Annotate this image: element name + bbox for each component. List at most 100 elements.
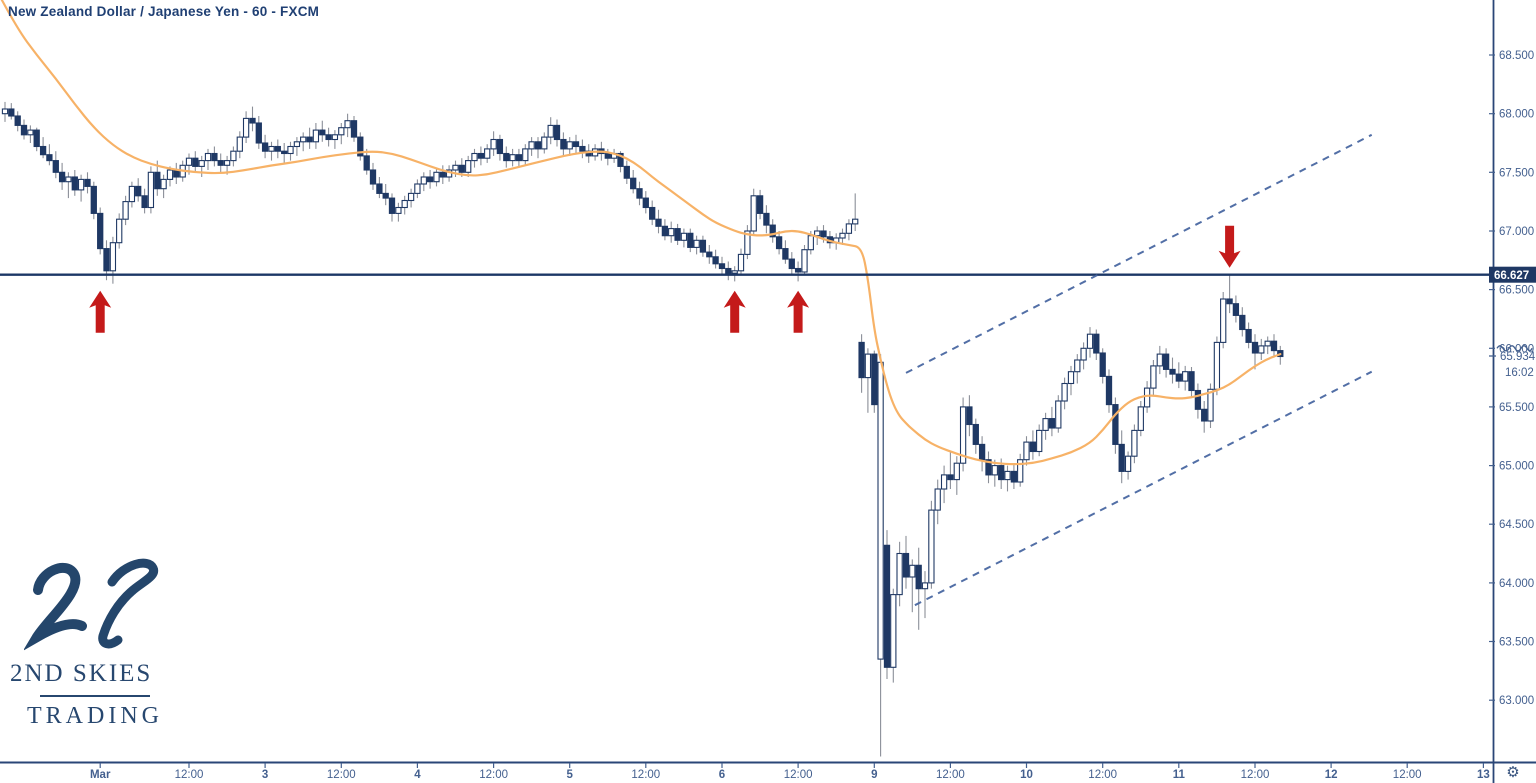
candle xyxy=(52,160,59,173)
candle xyxy=(649,206,656,220)
signal-arrows[interactable] xyxy=(89,225,1241,333)
candle xyxy=(769,224,776,238)
candle xyxy=(1105,375,1113,406)
candle xyxy=(312,129,320,143)
time-tick-label: 12 xyxy=(1325,769,1338,781)
candle xyxy=(509,154,516,162)
candle xyxy=(268,145,275,152)
candle xyxy=(814,230,821,237)
chart-symbol-title[interactable]: New Zealand Dollar / Japanese Yen - 60 -… xyxy=(8,4,320,19)
candle xyxy=(122,201,129,220)
candle xyxy=(623,165,630,179)
time-tick-label: 6 xyxy=(719,769,725,781)
candle xyxy=(331,134,339,141)
candle xyxy=(534,141,542,150)
candle xyxy=(426,176,434,183)
candle xyxy=(1258,345,1265,354)
candle xyxy=(579,145,586,152)
time-tick-label: 9 xyxy=(871,769,877,781)
candle xyxy=(1131,429,1138,457)
price-axis[interactable]: 68.50068.00067.50067.00066.50066.00065.5… xyxy=(1489,50,1536,707)
candle xyxy=(1086,333,1094,349)
candle xyxy=(1251,341,1259,354)
candles-layer xyxy=(1,101,1284,757)
candle xyxy=(27,129,34,136)
candle xyxy=(1239,314,1246,331)
candle xyxy=(407,192,415,202)
candle xyxy=(14,115,21,126)
candle xyxy=(503,152,510,162)
candle xyxy=(655,218,662,227)
candle xyxy=(801,249,808,273)
candle xyxy=(896,552,903,596)
candle xyxy=(1055,400,1062,429)
candle xyxy=(845,223,853,234)
candle xyxy=(731,270,738,274)
candle xyxy=(84,178,91,187)
candle xyxy=(947,474,954,481)
candle xyxy=(775,236,783,250)
time-tick-label: 12:00 xyxy=(631,769,660,781)
candle xyxy=(471,152,478,162)
candle xyxy=(420,176,427,185)
candle xyxy=(794,267,802,273)
moving-average-line[interactable] xyxy=(0,0,1282,466)
candle xyxy=(725,267,732,274)
candle xyxy=(97,212,104,250)
candle xyxy=(528,141,535,150)
candle xyxy=(915,564,922,590)
up-arrow-icon xyxy=(723,290,746,333)
time-axis[interactable]: Mar 12:00 3 12:00 4 12:00 5 12:00 6 12:00 9 12:00 10… xyxy=(90,763,1490,781)
candle xyxy=(109,242,117,272)
gear-icon[interactable]: ⚙ xyxy=(1506,764,1519,781)
candle xyxy=(382,192,389,199)
candle xyxy=(706,251,713,258)
candle xyxy=(414,183,421,194)
candle xyxy=(261,142,269,152)
candle xyxy=(1118,443,1125,472)
candle xyxy=(1175,373,1182,382)
candle xyxy=(160,178,167,190)
candle xyxy=(668,228,675,237)
candle xyxy=(553,124,561,141)
candle xyxy=(484,148,491,159)
candle xyxy=(1137,406,1144,431)
time-axis-bg xyxy=(0,763,1536,783)
time-tick-label: 12:00 xyxy=(1088,769,1117,781)
candle xyxy=(630,177,637,190)
candle xyxy=(566,141,573,150)
candle xyxy=(699,239,707,253)
candle xyxy=(1061,382,1068,402)
candle xyxy=(820,230,827,238)
candle xyxy=(712,256,719,265)
last-price-label: 65.934 xyxy=(1500,351,1536,363)
trend-channel[interactable] xyxy=(905,133,1373,607)
svg-text:66.627: 66.627 xyxy=(1494,270,1529,282)
candle xyxy=(1093,333,1100,354)
candle xyxy=(388,197,396,214)
candle xyxy=(395,206,402,214)
candle xyxy=(680,232,688,241)
candle xyxy=(242,117,250,138)
time-tick-label: 3 xyxy=(262,769,268,781)
candle xyxy=(319,129,326,136)
candle xyxy=(1036,429,1043,453)
time-tick-label: 11 xyxy=(1173,769,1186,781)
candle xyxy=(128,185,136,203)
candle xyxy=(1226,298,1233,305)
candle xyxy=(71,176,78,191)
crossed-label-squiggle xyxy=(1496,345,1533,352)
candle xyxy=(1169,368,1176,375)
candle xyxy=(750,195,757,232)
candle xyxy=(560,138,567,150)
candle xyxy=(496,138,504,155)
candle xyxy=(1010,470,1018,483)
candle xyxy=(604,152,611,159)
time-tick-label: 12:00 xyxy=(936,769,965,781)
candle xyxy=(147,171,155,209)
down-arrow-icon xyxy=(1218,225,1241,268)
candle xyxy=(281,150,288,155)
candle xyxy=(617,152,624,167)
up-arrow-icon xyxy=(787,290,810,333)
